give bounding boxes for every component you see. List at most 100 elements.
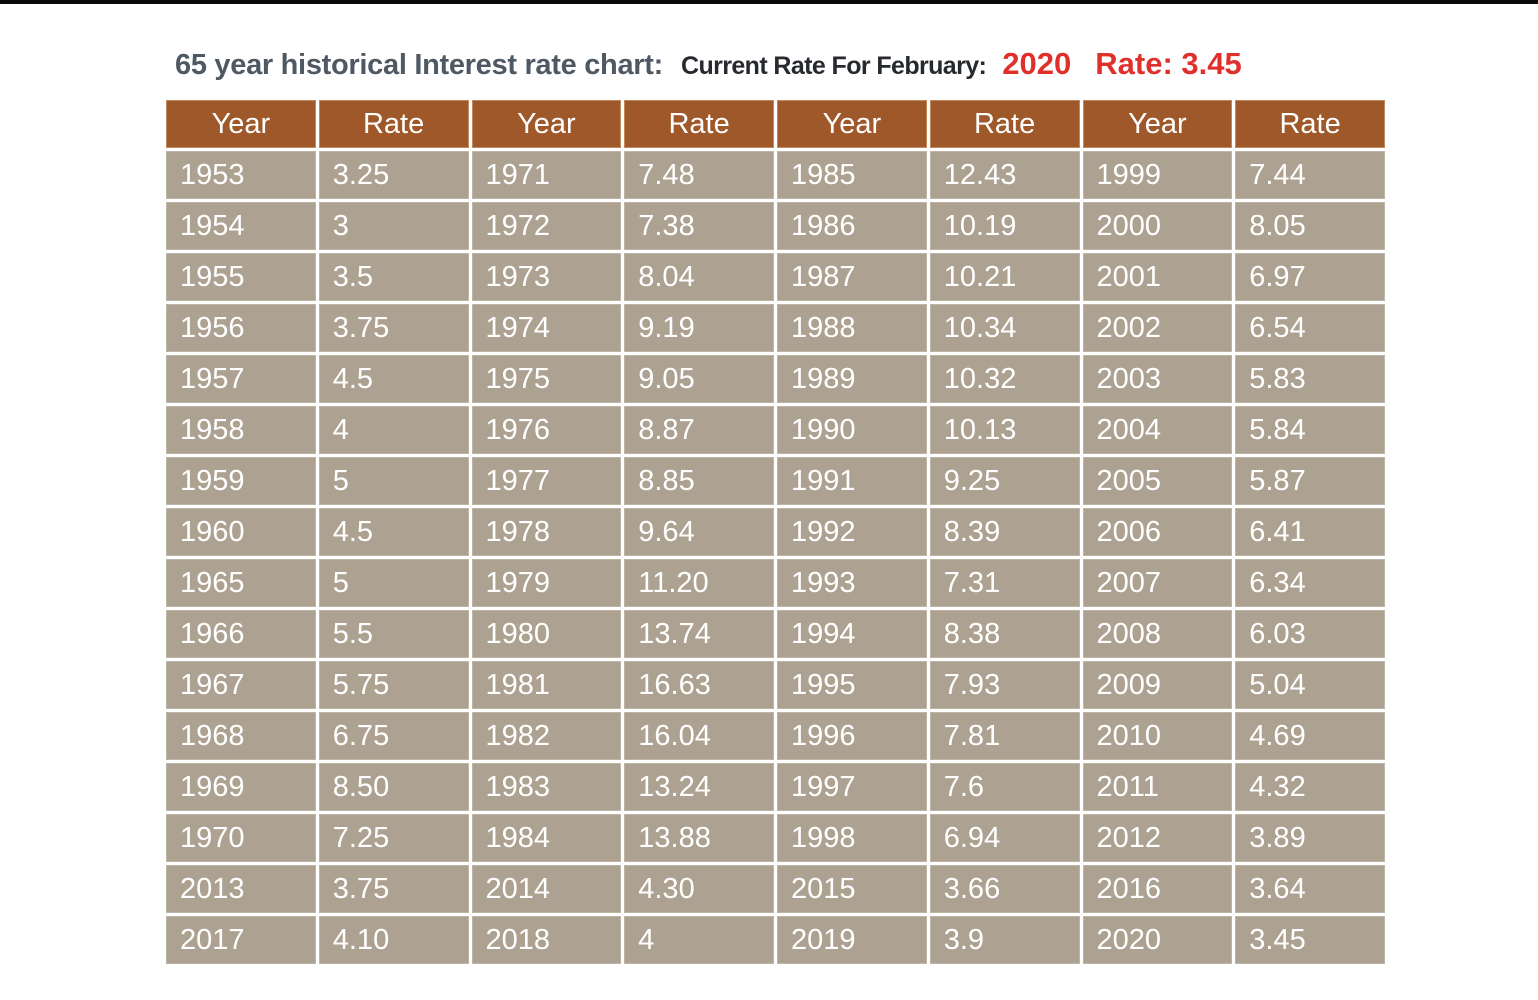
year-cell: 2017 <box>166 916 316 964</box>
year-cell: 1979 <box>471 559 622 607</box>
year-cell: 2011 <box>1082 763 1233 811</box>
rate-cell: 4.5 <box>318 355 469 403</box>
top-border-bar <box>0 0 1538 4</box>
year-cell: 1970 <box>166 814 316 862</box>
year-cell: 1953 <box>166 151 316 199</box>
rate-cell: 6.54 <box>1235 304 1385 352</box>
year-cell: 1959 <box>166 457 316 505</box>
rate-cell: 11.20 <box>624 559 774 607</box>
table-row: 1960 4.5 1978 9.64 1992 8.39 2006 6.41 <box>166 508 1385 556</box>
year-cell: 1954 <box>166 202 316 250</box>
year-cell: 1995 <box>777 661 927 709</box>
rate-cell: 8.39 <box>929 508 1080 556</box>
rate-cell: 10.21 <box>929 253 1080 301</box>
rate-cell: 4.5 <box>318 508 469 556</box>
column-header-year: Year <box>777 100 927 148</box>
year-cell: 2020 <box>1082 916 1233 964</box>
year-cell: 1965 <box>166 559 316 607</box>
column-header-rate: Rate <box>624 100 774 148</box>
rate-cell: 5.5 <box>318 610 469 658</box>
year-cell: 2007 <box>1082 559 1233 607</box>
rate-cell: 3 <box>318 202 469 250</box>
rate-cell: 6.41 <box>1235 508 1385 556</box>
year-cell: 2008 <box>1082 610 1233 658</box>
rate-cell: 3.75 <box>318 304 469 352</box>
table-row: 1954 3 1972 7.38 1986 10.19 2000 8.05 <box>166 202 1385 250</box>
current-rate-label: Current Rate For February: <box>680 52 987 80</box>
year-cell: 1997 <box>777 763 927 811</box>
rate-cell: 4 <box>624 916 774 964</box>
year-cell: 2006 <box>1082 508 1233 556</box>
table-row: 1955 3.5 1973 8.04 1987 10.21 2001 6.97 <box>166 253 1385 301</box>
column-header-year: Year <box>471 100 622 148</box>
year-cell: 1966 <box>166 610 316 658</box>
table-row: 1966 5.5 1980 13.74 1994 8.38 2008 6.03 <box>166 610 1385 658</box>
rate-cell: 8.50 <box>318 763 469 811</box>
table-row: 2017 4.10 2018 4 2019 3.9 2020 3.45 <box>166 916 1385 964</box>
year-cell: 1986 <box>777 202 927 250</box>
rate-cell: 10.34 <box>929 304 1080 352</box>
rate-cell: 3.45 <box>1235 916 1385 964</box>
table-row: 1958 4 1976 8.87 1990 10.13 2004 5.84 <box>166 406 1385 454</box>
table-row: 2013 3.75 2014 4.30 2015 3.66 2016 3.64 <box>166 865 1385 913</box>
rate-cell: 9.19 <box>624 304 774 352</box>
year-cell: 1987 <box>777 253 927 301</box>
rate-cell: 7.25 <box>318 814 469 862</box>
rate-cell: 7.93 <box>929 661 1080 709</box>
year-cell: 1960 <box>166 508 316 556</box>
rate-cell: 5 <box>318 559 469 607</box>
rate-cell: 4.30 <box>624 865 774 913</box>
table-row: 1968 6.75 1982 16.04 1996 7.81 2010 4.69 <box>166 712 1385 760</box>
year-cell: 1990 <box>777 406 927 454</box>
rate-cell: 8.87 <box>624 406 774 454</box>
year-cell: 1998 <box>777 814 927 862</box>
rate-cell: 13.88 <box>624 814 774 862</box>
year-cell: 1978 <box>471 508 622 556</box>
rate-cell: 3.25 <box>318 151 469 199</box>
year-cell: 1989 <box>777 355 927 403</box>
rate-cell: 4.10 <box>318 916 469 964</box>
rate-cell: 6.94 <box>929 814 1080 862</box>
rate-cell: 5.75 <box>318 661 469 709</box>
rate-cell: 10.32 <box>929 355 1080 403</box>
rate-cell: 12.43 <box>929 151 1080 199</box>
header-row: Year Rate Year Rate Year Rate Year Rate <box>166 100 1385 148</box>
year-cell: 1971 <box>471 151 622 199</box>
rate-cell: 4 <box>318 406 469 454</box>
year-cell: 2016 <box>1082 865 1233 913</box>
rate-cell: 3.66 <box>929 865 1080 913</box>
table-header: Year Rate Year Rate Year Rate Year Rate <box>166 100 1385 148</box>
chart-title: 65 year historical Interest rate chart: <box>175 49 663 81</box>
rate-cell: 9.05 <box>624 355 774 403</box>
rate-cell: 9.64 <box>624 508 774 556</box>
year-cell: 1992 <box>777 508 927 556</box>
rate-cell: 6.97 <box>1235 253 1385 301</box>
rate-cell: 8.04 <box>624 253 774 301</box>
rate-cell: 3.89 <box>1235 814 1385 862</box>
column-header-year: Year <box>166 100 316 148</box>
column-header-rate: Rate <box>929 100 1080 148</box>
rate-cell: 8.85 <box>624 457 774 505</box>
year-cell: 2005 <box>1082 457 1233 505</box>
rate-cell: 3.9 <box>929 916 1080 964</box>
table-row: 1959 5 1977 8.85 1991 9.25 2005 5.87 <box>166 457 1385 505</box>
page-title: 65 year historical Interest rate chart: … <box>175 47 1538 83</box>
rate-cell: 7.31 <box>929 559 1080 607</box>
rate-cell: 3.64 <box>1235 865 1385 913</box>
year-cell: 1974 <box>471 304 622 352</box>
year-cell: 2010 <box>1082 712 1233 760</box>
current-rate-value: Rate: 3.45 <box>1095 46 1242 81</box>
rate-cell: 10.19 <box>929 202 1080 250</box>
year-cell: 1967 <box>166 661 316 709</box>
rate-cell: 9.25 <box>929 457 1080 505</box>
year-cell: 1984 <box>471 814 622 862</box>
table-row: 1970 7.25 1984 13.88 1998 6.94 2012 3.89 <box>166 814 1385 862</box>
rate-cell: 10.13 <box>929 406 1080 454</box>
rate-cell: 6.03 <box>1235 610 1385 658</box>
rate-cell: 3.5 <box>318 253 469 301</box>
rate-cell: 5.87 <box>1235 457 1385 505</box>
rate-cell: 5.84 <box>1235 406 1385 454</box>
column-header-year: Year <box>1082 100 1233 148</box>
table-row: 1956 3.75 1974 9.19 1988 10.34 2002 6.54 <box>166 304 1385 352</box>
table-row: 1953 3.25 1971 7.48 1985 12.43 1999 7.44 <box>166 151 1385 199</box>
